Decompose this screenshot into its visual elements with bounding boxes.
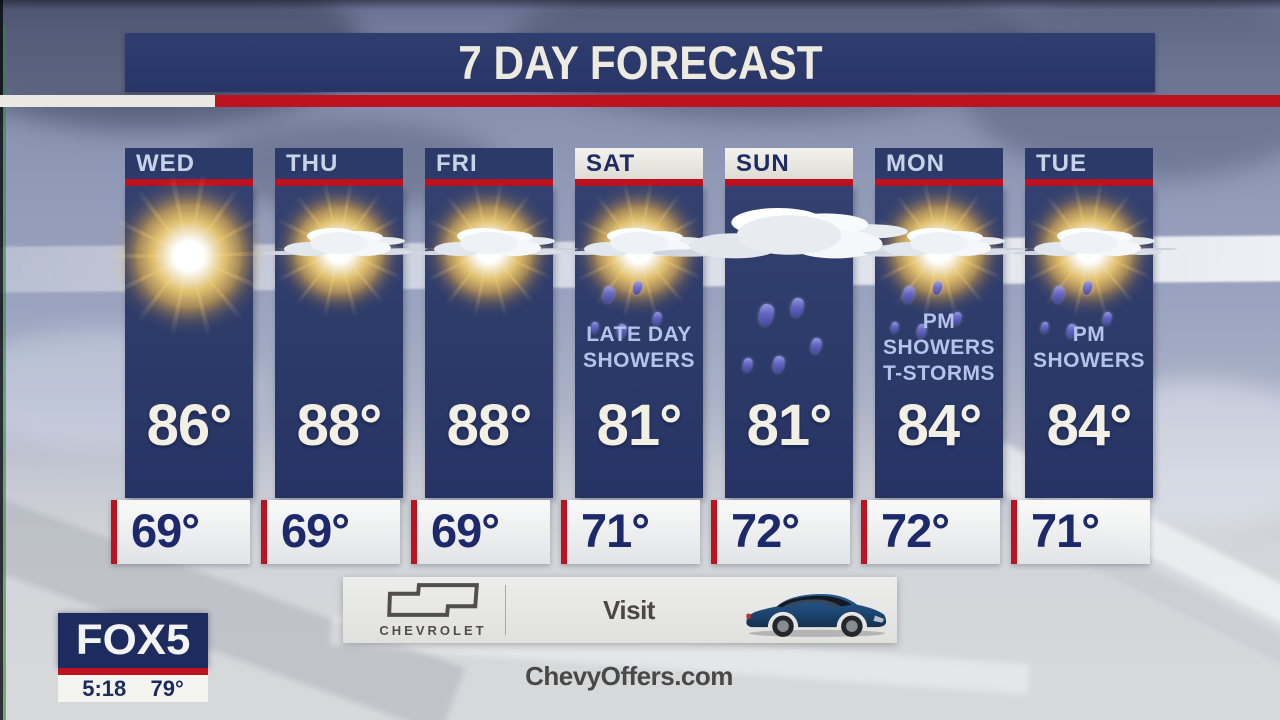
day-header: FRI [425, 148, 553, 179]
condition-text: LATE DAY SHOWERS [582, 322, 695, 372]
condition-text [430, 304, 548, 392]
top-edge-vignette [0, 0, 1280, 10]
chevrolet-bowtie-icon [387, 583, 479, 617]
forecast-column-fri: FRI 88° 69° [411, 148, 553, 568]
current-temp: 79° [150, 675, 184, 701]
day-header: TUE [1025, 148, 1153, 179]
low-temp-accent-bar [861, 500, 867, 564]
station-bug: FOX5 5:18 79° [58, 613, 208, 702]
condition-text: PM SHOWERS T-STORMS [882, 309, 996, 386]
ad-brand-label: CHEVROLET [379, 623, 487, 638]
page-title: 7 DAY FORECAST [457, 36, 823, 89]
title-underline-white-segment [0, 95, 215, 107]
forecast-column-sun: SUN 81° 72° [711, 148, 853, 568]
high-temp: 84° [1046, 393, 1133, 458]
forecast-column-sat: SAT LATE DAY SHOWERS 81° 71° [561, 148, 703, 568]
low-temp: 71° [581, 504, 650, 557]
forecast-column-thu: THU 88° 69° [261, 148, 403, 568]
high-temp: 81° [596, 393, 683, 458]
sun-cloud-rain-icon [875, 186, 1003, 339]
fox5-logo: FOX5 [58, 613, 208, 668]
low-temp: 71° [1031, 504, 1100, 557]
low-temp: 72° [731, 504, 800, 557]
ad-divider [505, 585, 506, 635]
low-temp-accent-bar [711, 500, 717, 564]
high-temp: 88° [446, 393, 533, 458]
sun-icon [125, 186, 253, 304]
low-temp: 69° [281, 504, 350, 557]
sun-cloud-rain-icon [1025, 186, 1153, 339]
low-temp-box: 72° [861, 500, 1000, 564]
condition-text [730, 304, 848, 392]
high-temp: 84° [896, 393, 983, 458]
low-temp-box: 71° [561, 500, 700, 564]
low-temp-accent-bar [261, 500, 267, 564]
day-header-underline [725, 179, 853, 186]
day-panel: 88° [275, 186, 403, 498]
low-temp-box: 72° [711, 500, 850, 564]
sun-cloud-icon [425, 186, 553, 304]
ad-message[interactable]: Visit ChevyOffers.com [525, 595, 733, 691]
day-panel: 88° [425, 186, 553, 498]
bug-red-stripe [58, 668, 208, 675]
day-label: SAT [586, 150, 636, 177]
sun-cloud-icon [275, 186, 403, 304]
low-temp-box: 71° [1011, 500, 1150, 564]
low-temp-accent-bar [411, 500, 417, 564]
green-edge-artifact [3, 26, 6, 720]
low-temp-accent-bar [1011, 500, 1017, 564]
day-panel: 81° [725, 186, 853, 498]
low-temp-box: 69° [411, 500, 550, 564]
day-label: MON [886, 150, 945, 177]
day-panel: LATE DAY SHOWERS 81° [575, 186, 703, 498]
day-label: TUE [1036, 150, 1087, 177]
low-temp-box: 69° [111, 500, 250, 564]
current-time: 5:18 [82, 675, 127, 701]
day-header: THU [275, 148, 403, 179]
high-temp: 88° [296, 393, 383, 458]
low-temp-accent-bar [111, 500, 117, 564]
low-temp-accent-bar [561, 500, 567, 564]
day-panel: 86° [125, 186, 253, 498]
condition-text [130, 304, 248, 392]
day-label: THU [286, 150, 339, 177]
low-temp: 69° [131, 504, 200, 557]
day-header: SAT [575, 148, 703, 179]
chevrolet-logo: CHEVROLET [363, 582, 503, 638]
title-underline-red [215, 95, 1280, 107]
blue-suv-image [746, 593, 887, 637]
low-temp: 69° [431, 504, 500, 557]
day-label: FRI [436, 150, 478, 177]
high-temp: 81° [746, 393, 833, 458]
forecast-column-mon: MON PM SHOWERS T-STORMS 84° 72° [861, 148, 1003, 568]
day-label: SUN [736, 150, 790, 177]
left-edge-artifact [0, 0, 3, 720]
chevrolet-ad-banner[interactable]: CHEVROLET Visit ChevyOffers.com [343, 577, 897, 691]
high-temp: 86° [146, 393, 233, 458]
forecast-column-tue: TUE PM SHOWERS 84° 71° [1011, 148, 1153, 568]
condition-text [280, 304, 398, 392]
day-header: MON [875, 148, 1003, 179]
time-temp-strip: 5:18 79° [58, 675, 208, 702]
day-header: SUN [725, 148, 853, 179]
condition-text: PM SHOWERS [1032, 322, 1145, 372]
cloud-rain-icon [725, 186, 853, 375]
day-panel: PM SHOWERS T-STORMS 84° [875, 186, 1003, 498]
sun-cloud-rain-icon [575, 186, 703, 339]
title-banner: 7 DAY FORECAST [125, 33, 1155, 92]
low-temp: 72° [881, 504, 950, 557]
low-temp-box: 69° [261, 500, 400, 564]
day-panel: PM SHOWERS 84° [1025, 186, 1153, 498]
station-name: FOX5 [75, 616, 191, 664]
forecast-column-wed: WED 86° 69° [111, 148, 253, 568]
